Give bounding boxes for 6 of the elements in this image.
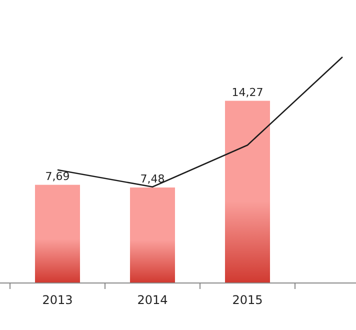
data-label: 14,27 [232,86,264,99]
data-label: 7,48 [140,172,165,186]
x-tick-label: 2015 [232,293,263,307]
x-tick-label: 2013 [42,293,73,307]
x-tick-label: 2014 [137,293,168,307]
data-label: 7,69 [45,170,70,183]
